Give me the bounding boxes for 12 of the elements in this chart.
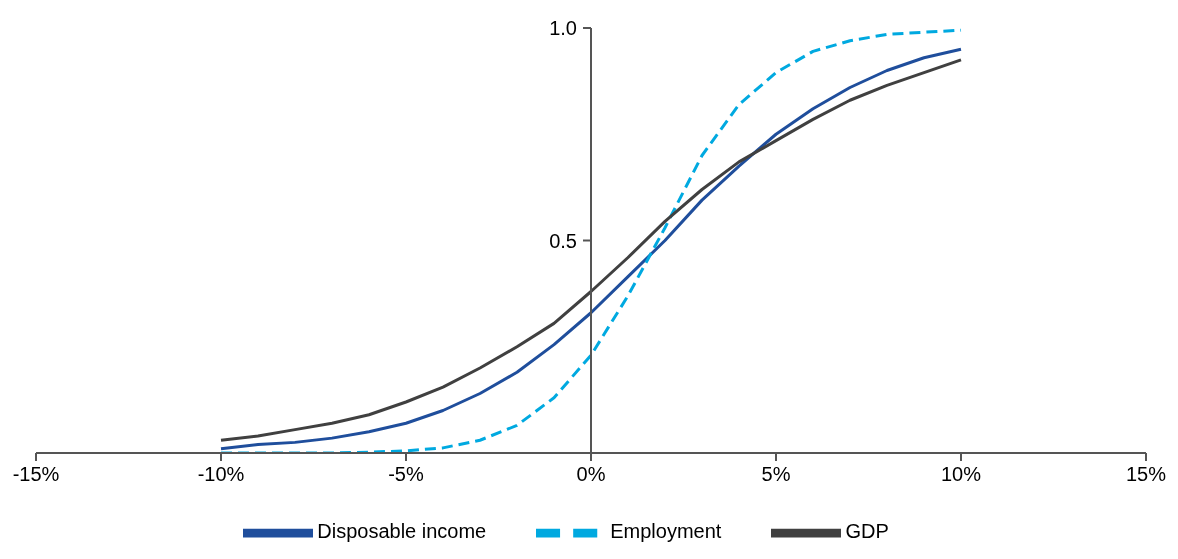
legend-label: GDP <box>845 520 889 543</box>
x-tick-label: -10% <box>197 463 245 486</box>
x-tick-label: 5% <box>761 463 791 486</box>
legend-label: Disposable income <box>317 520 487 543</box>
y-tick-label: 0.5 <box>549 229 577 252</box>
x-tick-label: 10% <box>940 463 982 486</box>
x-tick-label: -15% <box>12 463 60 486</box>
x-tick-label: 0% <box>576 463 606 486</box>
legend-label: Employment <box>610 520 722 543</box>
x-tick-label: -5% <box>388 463 424 486</box>
y-tick-label: 1.0 <box>549 17 577 39</box>
x-tick-label: 15% <box>1125 463 1167 486</box>
